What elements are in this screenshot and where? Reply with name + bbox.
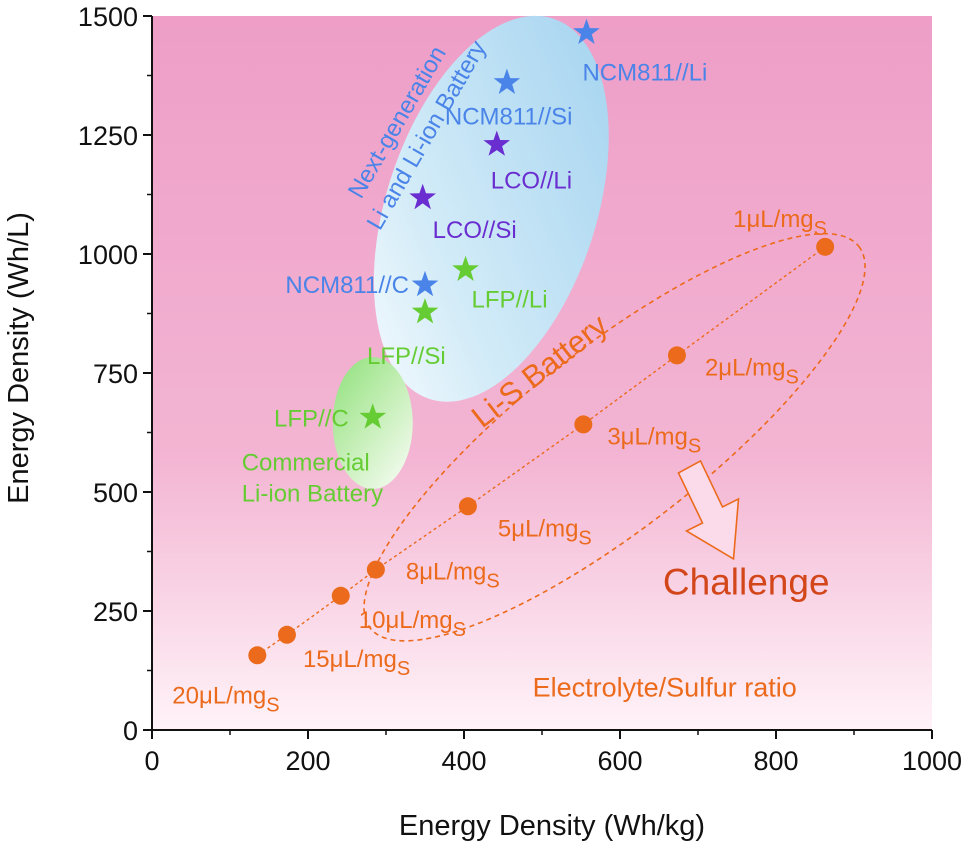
next-gen-region <box>373 15 609 402</box>
li-s-point-label: 20μL/mgS <box>172 682 279 716</box>
li-s-point-label: 1μL/mgS <box>733 206 827 240</box>
star-point <box>573 18 600 44</box>
li-s-label-main: 1μL/mg <box>733 206 814 233</box>
li-s-label-subscript: S <box>397 658 410 680</box>
li-s-label-subscript: S <box>578 527 591 549</box>
li-s-point-label: 2μL/mgS <box>705 354 799 388</box>
x-tick-label: 200 <box>285 746 330 776</box>
star-point <box>483 130 511 156</box>
star-point-label: LFP//Li <box>472 287 548 314</box>
li-s-label-main: 2μL/mg <box>705 354 786 381</box>
y-tick-label: 0 <box>123 716 138 746</box>
star-point-label: NCM811//Si <box>445 104 573 131</box>
y-tick-label: 1500 <box>78 2 138 32</box>
li-s-point <box>458 497 477 516</box>
marks <box>248 18 835 665</box>
x-tick-label: 400 <box>441 746 486 776</box>
star-point <box>359 403 387 429</box>
star-point <box>411 298 439 324</box>
li-s-point <box>277 625 296 644</box>
challenge-arrow <box>677 459 740 561</box>
y-tick-label: 250 <box>93 597 138 627</box>
li-s-label-main: 20μL/mg <box>172 682 266 709</box>
li-s-label-subscript: S <box>486 571 499 593</box>
x-tick-label: 600 <box>597 746 642 776</box>
commercial-region <box>332 356 413 489</box>
li-s-label-subscript: S <box>814 218 827 240</box>
star-point <box>452 255 479 281</box>
star-point-label: LCO//Li <box>491 168 572 195</box>
li-s-point-label: 3μL/mgS <box>607 423 701 457</box>
x-tick-label: 800 <box>753 746 798 776</box>
y-tick-label: 750 <box>93 359 138 389</box>
li-s-point <box>366 560 385 579</box>
li-s-point <box>331 586 350 605</box>
labels: 1μL/mgS2μL/mgS3μL/mgS5μL/mgS8μL/mgS10μL/… <box>172 60 827 717</box>
li-s-point-label: 10μL/mgS <box>359 607 466 641</box>
li-s-label-main: 3μL/mg <box>607 423 688 450</box>
challenge-label: Challenge <box>663 561 830 602</box>
star-point-label: NCM811//C <box>285 272 409 299</box>
star-point <box>411 270 439 297</box>
y-tick-label: 1250 <box>78 121 138 151</box>
li-s-label-subscript: S <box>266 694 279 716</box>
x-axis-title: Energy Density (Wh/kg) <box>399 810 705 842</box>
star-point <box>493 68 521 94</box>
y-tick-label: 500 <box>93 478 138 508</box>
x-tick-label: 0 <box>144 746 159 776</box>
li-s-point-label: 5μL/mgS <box>498 515 592 549</box>
li-s-label-main: 5μL/mg <box>498 515 579 542</box>
y-tick-label: 1000 <box>78 240 138 270</box>
li-s-point <box>816 237 835 256</box>
li-s-region <box>363 232 866 642</box>
electrolyte-sulfur-ratio-label: Electrolyte/Sulfur ratio <box>533 673 797 703</box>
star-point-label: LCO//Si <box>433 217 517 244</box>
li-s-label-main: 10μL/mg <box>359 607 453 634</box>
li-s-point <box>667 346 686 365</box>
li-s-point-label: 15μL/mgS <box>303 646 410 680</box>
x-tick-label: 1000 <box>902 746 962 776</box>
star-point-label: NCM811//Li <box>582 60 707 87</box>
li-s-label-main: 8μL/mg <box>406 559 487 586</box>
li-s-label-main: 15μL/mg <box>303 646 397 673</box>
li-s-label-subscript: S <box>785 366 798 388</box>
li-s-point <box>574 415 593 434</box>
li-s-point-label: 8μL/mgS <box>406 559 500 593</box>
li-s-point <box>248 646 267 665</box>
li-s-label-subscript: S <box>688 435 701 457</box>
ticks: 0 200 400 600 800 1000 0 250 500 750 1000 1250 1500 <box>78 2 962 776</box>
li-s-label-subscript: S <box>453 619 466 641</box>
commercial-label-line-2: Li-ion Battery <box>242 481 383 508</box>
commercial-label-line-1: Commercial <box>242 450 370 477</box>
star-point-label: LFP//C <box>274 405 349 432</box>
star-point <box>409 183 436 210</box>
star-point-label: LFP//Si <box>367 343 446 370</box>
y-axis-title: Energy Density (Wh/L) <box>3 212 35 504</box>
